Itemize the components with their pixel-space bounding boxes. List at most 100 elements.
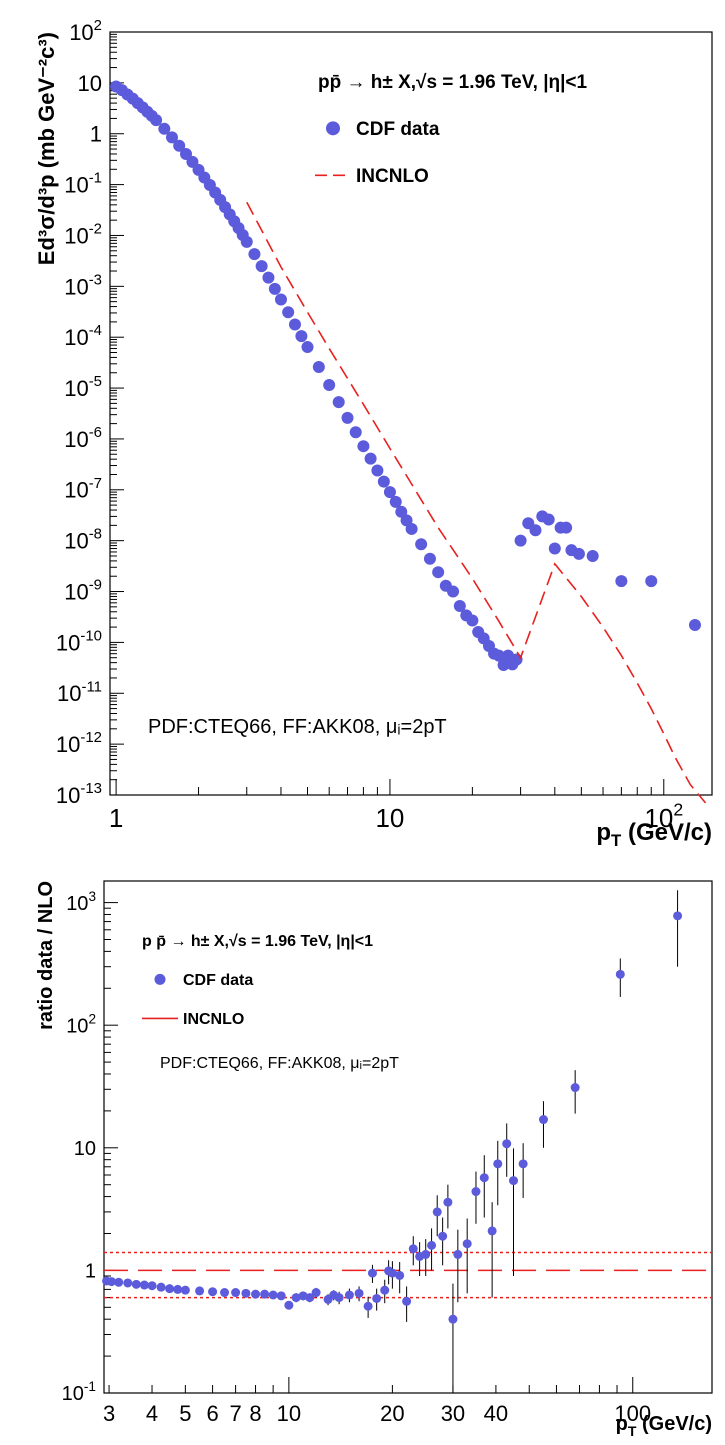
legend-entry: CDF data [183, 972, 253, 989]
data-point [508, 1176, 518, 1186]
data-point [354, 1288, 364, 1298]
data-point [208, 1287, 218, 1297]
data-point [402, 1296, 412, 1306]
data-point [405, 522, 418, 535]
y-axis-title: ratio data / NLO [35, 881, 57, 1030]
y-tick-label: 10-9 [64, 577, 102, 605]
data-point [572, 547, 585, 560]
data-point [377, 475, 390, 488]
data-point [268, 1290, 278, 1300]
data-point [415, 538, 428, 551]
x-tick-label: 1 [109, 803, 123, 833]
y-tick-label: 10-12 [56, 729, 102, 757]
data-point [165, 1284, 175, 1294]
data-point [165, 131, 178, 144]
x-tick-label: 8 [249, 1401, 261, 1426]
data-point [371, 464, 384, 477]
x-tick-label: 20 [380, 1401, 404, 1426]
data-point [615, 969, 625, 979]
data-point [466, 614, 479, 627]
y-tick-label: 10-5 [64, 373, 102, 401]
data-point [443, 1197, 453, 1207]
data-point [312, 360, 325, 373]
data-point [364, 452, 377, 465]
data-point [341, 411, 354, 424]
data-point [195, 1286, 205, 1296]
series-line-incnlo [246, 201, 707, 804]
data-point [492, 649, 505, 662]
x-tick-label: 6 [206, 1401, 218, 1426]
data-point [255, 260, 268, 273]
x-tick-label: 102 [644, 799, 683, 833]
annotation: PDF:CTEQ66, FF:AKK08, μᵢ=2pT [148, 716, 447, 738]
data-point [147, 1281, 157, 1291]
x-tick-label: 7 [229, 1401, 241, 1426]
data-point [395, 1270, 405, 1280]
data-point [268, 282, 281, 295]
legend-title: pp̄ → h± X,√s = 1.96 TeV, |η|<1 [318, 72, 588, 93]
x-tick-label: 40 [484, 1401, 508, 1426]
x-tick-label: 10 [375, 803, 404, 833]
data-point [462, 1239, 472, 1249]
x-axis-title: pT (GeV/c) [616, 1413, 712, 1439]
data-point [260, 1289, 270, 1299]
data-point [542, 513, 555, 526]
x-tick-label: 10 [277, 1401, 301, 1426]
data-point [421, 1249, 431, 1259]
y-tick-label: 10-1 [64, 170, 102, 198]
y-tick-label: 10-13 [56, 780, 102, 808]
data-point [673, 911, 683, 921]
y-tick-label: 10-8 [64, 526, 102, 554]
data-point [240, 235, 253, 248]
data-point [645, 575, 658, 588]
data-point [408, 1244, 418, 1254]
data-point [295, 330, 308, 343]
y-tick-label: 10-2 [64, 220, 102, 248]
data-point [548, 542, 561, 555]
x-tick-label: 4 [146, 1401, 158, 1426]
y-tick-label: 10 [74, 1138, 96, 1160]
x-tick-label: 30 [441, 1401, 465, 1426]
data-point [389, 495, 402, 508]
data-point [688, 618, 701, 631]
data-point [282, 306, 295, 319]
data-point [395, 505, 408, 518]
data-point [363, 1301, 373, 1311]
y-tick-label: 102 [66, 1011, 96, 1037]
data-point [493, 1159, 503, 1169]
data-point [529, 524, 542, 537]
data-point [514, 534, 527, 547]
y-tick-label: 10-4 [64, 322, 102, 350]
data-point [380, 1285, 390, 1295]
legend-marker [326, 121, 340, 136]
data-point [447, 585, 460, 598]
data-point [349, 426, 362, 439]
annotation: PDF:CTEQ66, FF:AKK08, μᵢ=2pT [160, 1055, 399, 1072]
data-point [334, 1293, 344, 1303]
data-point [180, 1285, 190, 1295]
data-point [560, 521, 573, 534]
x-tick-label: 5 [179, 1401, 191, 1426]
data-point [262, 271, 275, 284]
data-point [487, 1226, 497, 1236]
data-point [114, 1277, 124, 1287]
y-tick-label: 10-6 [64, 424, 102, 452]
data-point [323, 378, 336, 391]
plot-frame [103, 880, 713, 1394]
data-point [123, 1278, 133, 1288]
x-tick-label: 3 [103, 1401, 115, 1426]
y-tick-label: 10-11 [57, 678, 102, 706]
data-point [502, 1139, 512, 1149]
y-tick-label: 10-10 [56, 627, 102, 655]
data-point [276, 1291, 286, 1301]
data-point [284, 1300, 294, 1310]
data-point [586, 549, 599, 562]
x-axis-title: pT (GeV/c) [596, 819, 712, 850]
data-point [432, 1207, 442, 1217]
legend-entry: INCNLO [356, 166, 429, 187]
data-point [367, 1268, 377, 1278]
data-point [538, 1115, 548, 1125]
data-point [357, 440, 370, 453]
legend-marker [154, 973, 166, 985]
